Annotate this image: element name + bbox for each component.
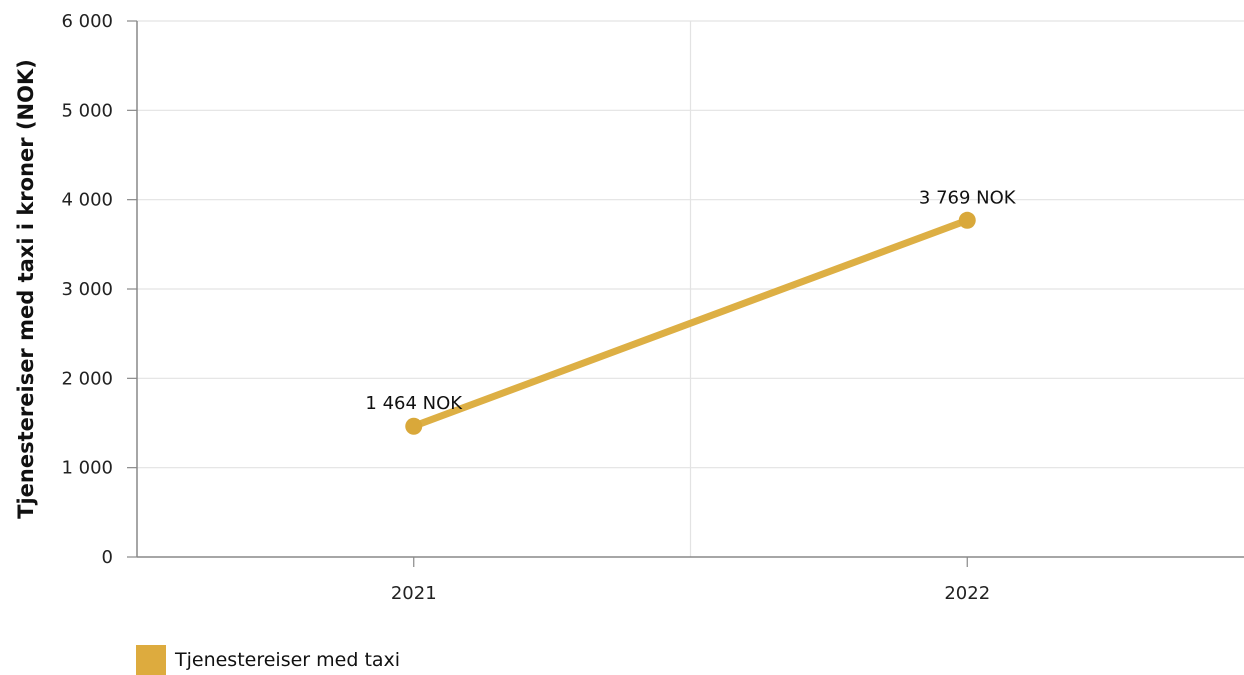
y-tick-label: 0	[102, 547, 113, 568]
legend-swatch	[136, 645, 166, 675]
y-tick-label: 5 000	[61, 100, 113, 121]
x-tick-labels: 2021 2022	[391, 583, 990, 604]
y-tick-label: 4 000	[61, 190, 113, 211]
series	[405, 211, 976, 435]
legend-label: Tjenestereiser med taxi	[175, 649, 401, 671]
x-tick-label: 2021	[391, 583, 437, 604]
axes	[127, 20, 1244, 567]
y-tick-label: 6 000	[61, 11, 113, 32]
grid	[137, 20, 1244, 557]
data-labels: 1 464 NOK 3 769 NOK	[365, 187, 1016, 414]
y-tick-label: 2 000	[61, 368, 113, 389]
x-tick-label: 2022	[944, 583, 990, 604]
y-tick-labels: 0 1 000 2 000 3 000 4 000 5 000 6 000	[61, 11, 113, 568]
y-axis-title: Tjenestereiser med taxi i kroner (NOK)	[14, 59, 38, 519]
legend: Tjenestereiser med taxi	[136, 645, 400, 675]
data-point	[958, 211, 976, 229]
y-tick-label: 1 000	[61, 458, 113, 479]
y-tick-label: 3 000	[61, 279, 113, 300]
data-point	[405, 417, 423, 435]
data-label: 1 464 NOK	[365, 393, 463, 414]
data-label: 3 769 NOK	[919, 187, 1017, 208]
series-line	[410, 216, 971, 430]
